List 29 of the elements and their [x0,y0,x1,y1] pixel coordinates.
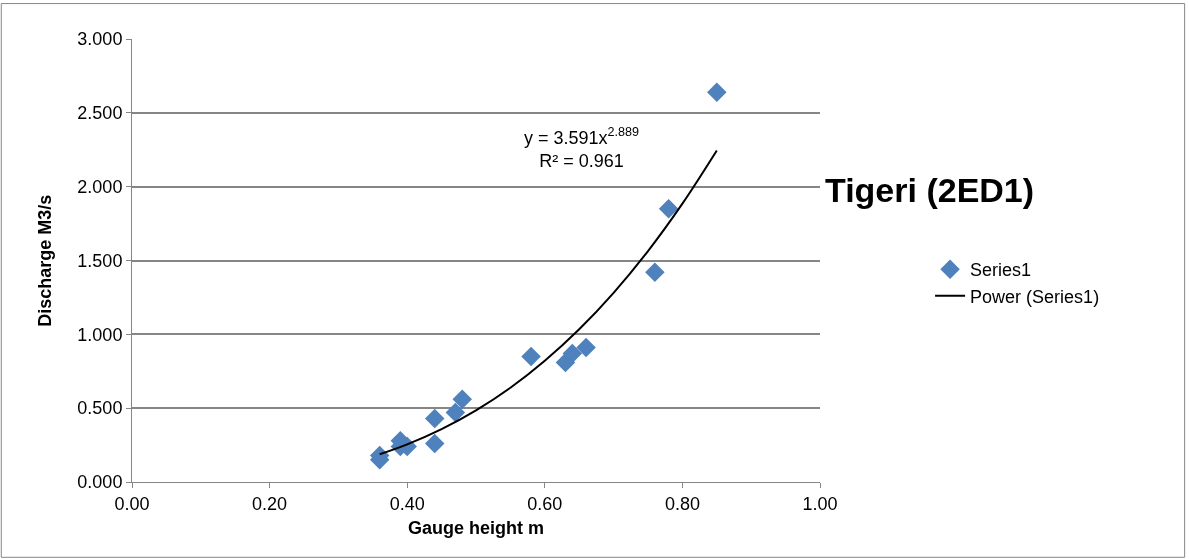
point [452,389,472,410]
x-tick-label: 0.60 [527,493,563,514]
legend-label: Power (Series1) [970,286,1100,307]
y-tick-label: 3.000 [77,29,123,50]
point [424,433,445,454]
y-tick-label: 0.000 [77,472,123,493]
y-tick-label: 2.000 [77,176,123,197]
y-tick-label: 2.500 [77,103,123,124]
x-tick-label: 0.40 [389,493,425,514]
y-tick-label: 1.000 [77,324,123,345]
point [707,82,727,102]
point [445,402,466,423]
point [562,343,583,364]
y-tick-label: 0.500 [77,398,123,419]
x-axis-title: Gauge height m [408,518,545,538]
point [645,262,665,283]
x-tick-label: 0.20 [252,493,288,514]
annotation: y = 3.591x$^{2.889}$ R² = 0.961 [524,125,640,171]
x-tick-label: 0.80 [664,493,700,514]
point [521,346,541,367]
x-tick-label: 0.00 [114,493,150,514]
point [658,199,679,219]
point [424,408,445,429]
y-axis-title: Discharge M3/s [34,194,55,327]
y-tick-label: 1.500 [77,250,123,271]
x-tick-label: 1.00 [802,493,838,514]
text: Tigeri (2ED1) [825,171,1035,209]
legend-label: Series1 [970,260,1032,281]
point [576,337,596,358]
